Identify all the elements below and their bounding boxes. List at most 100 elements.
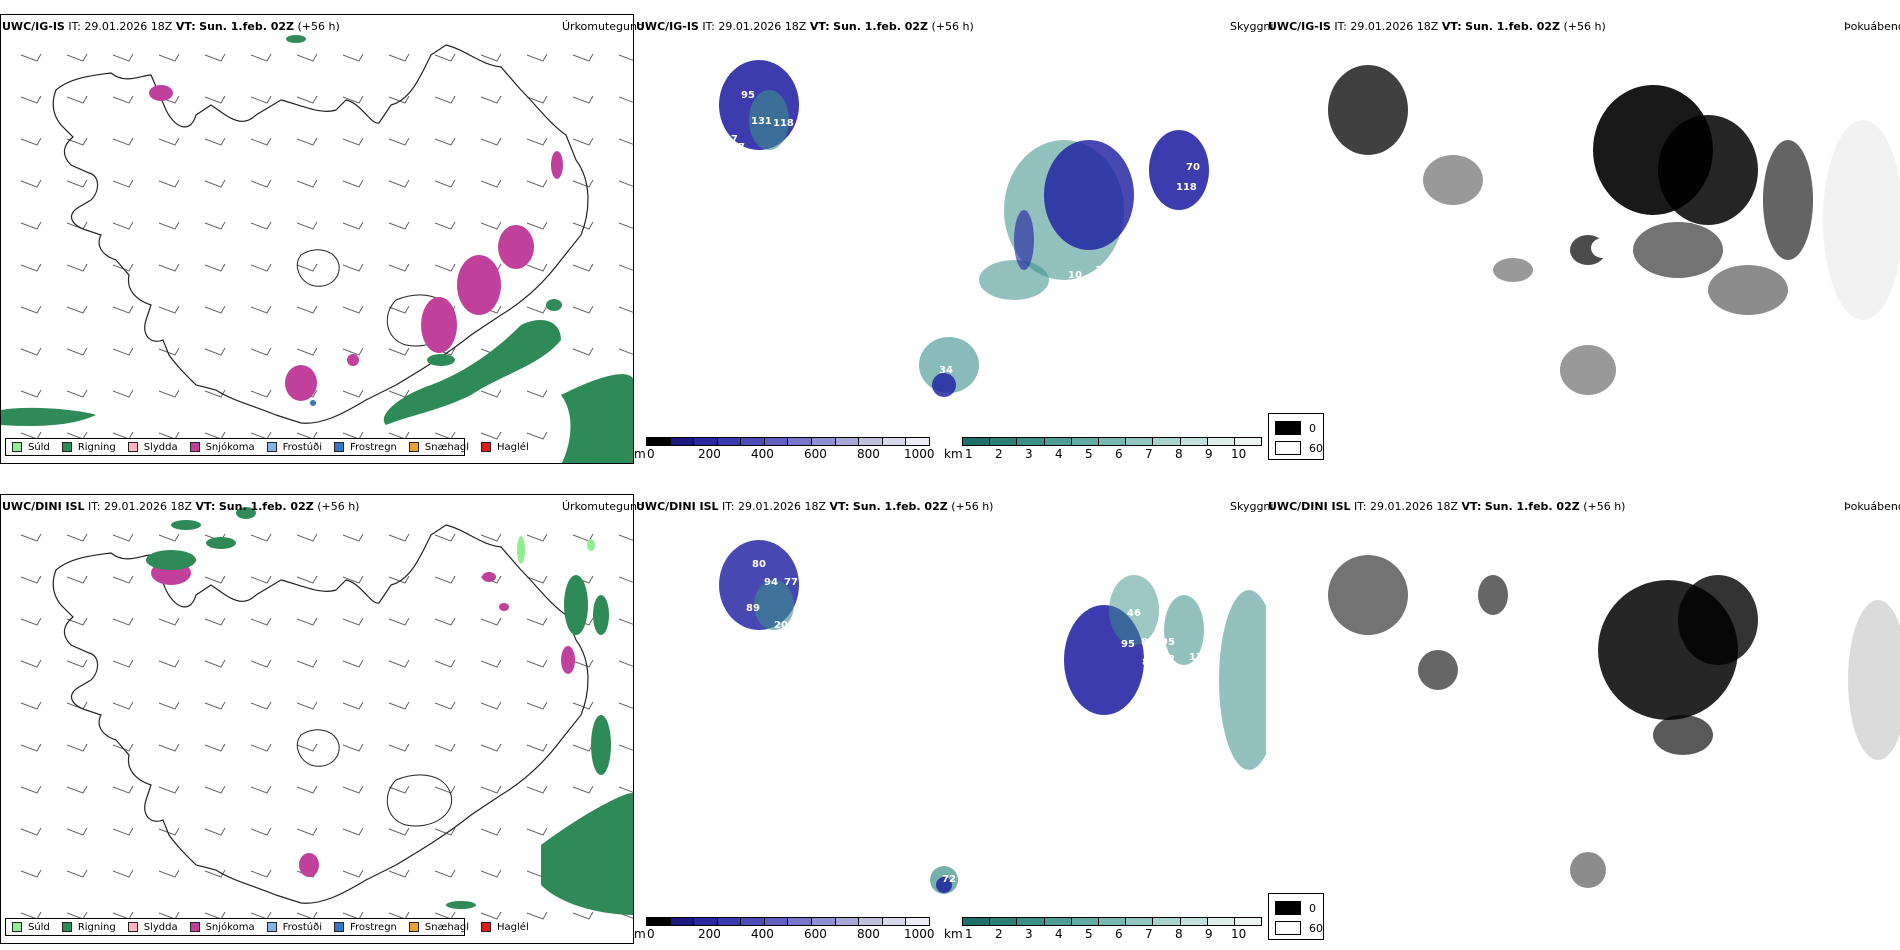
wind-barb <box>66 53 88 62</box>
wind-barb <box>618 306 633 313</box>
visibility-value: 105 <box>1157 258 1178 269</box>
wind-barb <box>388 743 410 752</box>
wind-barb <box>250 785 272 794</box>
visibility-value: 70 <box>1186 162 1200 173</box>
visibility-unit: km <box>944 447 963 461</box>
wind-barb <box>20 785 42 794</box>
visibility-value: 107 <box>717 134 738 145</box>
visibility-value: 66 <box>1186 220 1200 231</box>
fog-panel-row1 <box>1268 30 1900 464</box>
legend-swatch <box>127 442 138 452</box>
wind-barb <box>112 347 134 356</box>
legend-item-slydda: Slydda <box>127 922 178 933</box>
visibility-value: 97 <box>1108 260 1122 271</box>
wind-barb <box>204 785 226 794</box>
wind-barb <box>388 179 410 188</box>
wind-barb <box>572 347 594 356</box>
wind-barb <box>572 137 594 146</box>
wind-barb <box>20 827 42 836</box>
wind-barb <box>618 744 633 751</box>
wind-barb <box>388 617 410 626</box>
height-tick: 1000 <box>904 927 935 941</box>
wind-barb <box>112 785 134 794</box>
wind-barb <box>112 617 134 626</box>
wind-barb <box>158 827 180 836</box>
wind-barb <box>112 575 134 584</box>
visibility-value: 77 <box>784 577 798 588</box>
wind-barb <box>388 869 410 878</box>
wind-barb <box>66 305 88 314</box>
wind-barb <box>526 53 548 62</box>
wind-barb <box>618 912 633 919</box>
wind-barb <box>204 827 226 836</box>
wind-barb <box>20 701 42 710</box>
panel-header-row2-p2: UWC/DINI ISL IT: 29.01.2026 18Z VT: Sun.… <box>636 500 994 513</box>
wind-barb <box>66 617 88 626</box>
visibility-tick: 1 <box>965 927 973 941</box>
panel-header-row1-p2: UWC/IG-IS IT: 29.01.2026 18Z VT: Sun. 1.… <box>636 20 974 33</box>
wind-barb <box>250 347 272 356</box>
iceland-outline <box>52 524 589 904</box>
visibility-value: 118 <box>773 118 794 129</box>
wind-barb <box>526 221 548 230</box>
wind-barb <box>296 221 318 230</box>
legend-label: Slydda <box>143 441 178 453</box>
wind-barb <box>250 179 272 188</box>
panel-title-row2-p2: Skyggni <box>1230 500 1274 513</box>
wind-barb <box>250 53 272 62</box>
wind-barb <box>158 533 180 542</box>
wind-barb <box>434 785 456 794</box>
wind-barb <box>66 575 88 584</box>
panel-header-row2-p3: UWC/DINI ISL IT: 29.01.2026 18Z VT: Sun.… <box>1268 500 1626 513</box>
wind-barb <box>434 137 456 146</box>
fog-legend-item: 0 <box>1275 421 1316 435</box>
legend-label: Haglél <box>497 921 529 933</box>
visibility-value: 46 <box>1127 608 1141 619</box>
wind-barb <box>296 347 318 356</box>
wind-barb <box>158 221 180 230</box>
wind-barb <box>342 701 364 710</box>
wind-barb <box>204 389 226 398</box>
wind-barb <box>112 659 134 668</box>
fog-swatch <box>1275 421 1301 435</box>
legend-item-frostudi: Frostúði <box>266 922 322 933</box>
legend-item-snaehagl: Snæhagl <box>408 922 469 933</box>
wind-barb <box>112 869 134 878</box>
visibility-tick: 9 <box>1205 447 1213 461</box>
height-tick: 400 <box>751 927 774 941</box>
visibility-value: 35 <box>946 404 960 415</box>
visibility-unit: km <box>944 927 963 941</box>
wind-barb <box>250 827 272 836</box>
wind-barb <box>250 659 272 668</box>
visibility-value: 110 <box>758 154 779 165</box>
wind-barb <box>572 659 594 668</box>
wind-barb <box>388 53 410 62</box>
wind-barb <box>296 617 318 626</box>
legend-swatch <box>408 442 419 452</box>
visibility-panel-row1: 34 82 35 95 131 118 107 97 110 70 118 90 66 99 105 91 65… <box>634 30 1266 464</box>
visibility-tick: 7 <box>1145 447 1153 461</box>
wind-barb <box>526 95 548 104</box>
visibility-value: 176 <box>1189 652 1210 663</box>
height-colorbar-swatches <box>646 437 930 446</box>
wind-barb <box>434 221 456 230</box>
height-tick: 200 <box>698 447 721 461</box>
visibility-value: 207 <box>774 620 795 631</box>
visibility-value: 65 <box>1131 279 1145 290</box>
wind-barb <box>342 869 364 878</box>
visibility-value: 34 <box>939 365 953 376</box>
wind-barb <box>526 431 548 440</box>
visibility-panel-row2: 80 94 77 89 207 76 173 160 122 46 95 82 95 82 82 176 669… <box>634 510 1266 944</box>
legend-swatch <box>12 442 22 452</box>
wind-barb <box>20 347 42 356</box>
legend-swatch <box>189 922 200 932</box>
panel-title-row1-p2: Skyggni <box>1230 20 1274 33</box>
wind-barb <box>204 179 226 188</box>
panel-title-row1-p1: Úrkomutegund <box>562 20 644 33</box>
wind-barb <box>66 785 88 794</box>
wind-barb <box>296 53 318 62</box>
height-tick: 600 <box>804 927 827 941</box>
wind-barb <box>526 305 548 314</box>
wind-barb <box>112 305 134 314</box>
